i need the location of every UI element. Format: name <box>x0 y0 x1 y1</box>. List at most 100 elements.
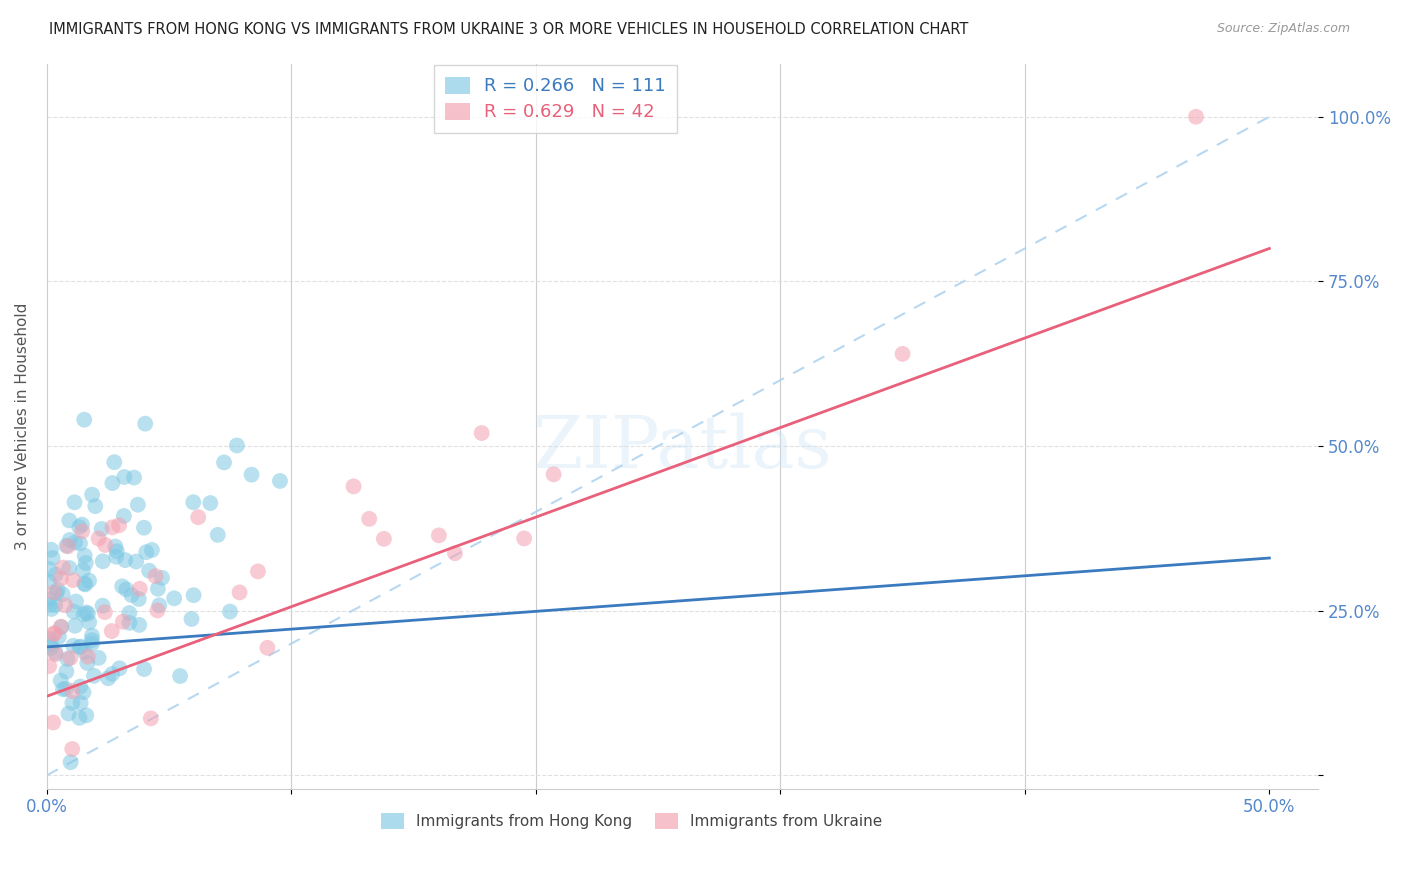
Point <box>128 591 150 606</box>
Point <box>70 517 93 532</box>
Point <box>63 535 86 549</box>
Point <box>75 577 97 591</box>
Point <box>67 640 90 655</box>
Point <box>58 561 80 575</box>
Point <box>62 639 84 653</box>
Point <box>240 467 263 482</box>
Point <box>444 546 467 560</box>
Point <box>77 607 100 621</box>
Point <box>115 582 138 597</box>
Point <box>82 488 104 502</box>
Point <box>73 413 96 427</box>
Point <box>91 599 114 613</box>
Point <box>80 633 103 648</box>
Point <box>51 620 73 634</box>
Point <box>38 592 60 607</box>
Point <box>132 521 155 535</box>
Point <box>105 549 128 564</box>
Point <box>52 560 75 574</box>
Point <box>76 656 98 670</box>
Point <box>145 569 167 583</box>
Point <box>427 528 450 542</box>
Point <box>118 615 141 630</box>
Point <box>42 715 65 730</box>
Point <box>94 538 117 552</box>
Point <box>39 542 62 557</box>
Point <box>219 605 242 619</box>
Point <box>55 539 77 553</box>
Point <box>52 587 75 601</box>
Text: Source: ZipAtlas.com: Source: ZipAtlas.com <box>1216 22 1350 36</box>
Point <box>127 498 149 512</box>
Point <box>75 606 97 620</box>
Point <box>42 585 65 599</box>
Point <box>69 680 91 694</box>
Point <box>49 572 72 586</box>
Point <box>42 626 65 640</box>
Point <box>60 696 83 710</box>
Point <box>139 711 162 725</box>
Point <box>225 438 247 452</box>
Point <box>181 495 204 509</box>
Point <box>111 579 134 593</box>
Point <box>59 533 82 547</box>
Point <box>108 518 131 533</box>
Point <box>207 528 229 542</box>
Point <box>104 540 127 554</box>
Point <box>148 599 170 613</box>
Point <box>169 669 191 683</box>
Point <box>75 708 97 723</box>
Point <box>45 567 67 582</box>
Point <box>72 607 94 622</box>
Point <box>200 496 222 510</box>
Point <box>55 681 77 696</box>
Point <box>269 474 291 488</box>
Point <box>48 630 70 644</box>
Point <box>128 618 150 632</box>
Point <box>146 582 169 596</box>
Point <box>118 606 141 620</box>
Point <box>65 594 87 608</box>
Point <box>44 626 66 640</box>
Point <box>146 603 169 617</box>
Point <box>513 532 536 546</box>
Point <box>38 574 60 589</box>
Point <box>77 649 100 664</box>
Point <box>138 564 160 578</box>
Point <box>77 615 100 630</box>
Point <box>56 539 79 553</box>
Point <box>52 682 75 697</box>
Point <box>80 637 103 651</box>
Point <box>41 550 63 565</box>
Point <box>39 637 62 651</box>
Point <box>84 499 107 513</box>
Point <box>103 455 125 469</box>
Point <box>60 742 83 756</box>
Point <box>67 520 90 534</box>
Point <box>94 605 117 619</box>
Point <box>83 669 105 683</box>
Point <box>105 544 128 558</box>
Point <box>91 554 114 568</box>
Point <box>100 624 122 639</box>
Point <box>59 755 82 769</box>
Point <box>373 532 395 546</box>
Point <box>39 598 62 612</box>
Point <box>70 524 93 539</box>
Point <box>73 549 96 563</box>
Point <box>543 467 565 482</box>
Point <box>180 612 202 626</box>
Text: ZIPatlas: ZIPatlas <box>533 413 832 483</box>
Point <box>49 620 72 634</box>
Point <box>58 513 80 527</box>
Point <box>38 659 60 673</box>
Point <box>122 470 145 484</box>
Point <box>44 646 66 660</box>
Point <box>72 685 94 699</box>
Point <box>62 605 84 619</box>
Point <box>125 554 148 568</box>
Point <box>87 651 110 665</box>
Point <box>44 598 66 612</box>
Text: IMMIGRANTS FROM HONG KONG VS IMMIGRANTS FROM UKRAINE 3 OR MORE VEHICLES IN HOUSE: IMMIGRANTS FROM HONG KONG VS IMMIGRANTS … <box>49 22 969 37</box>
Point <box>56 652 79 666</box>
